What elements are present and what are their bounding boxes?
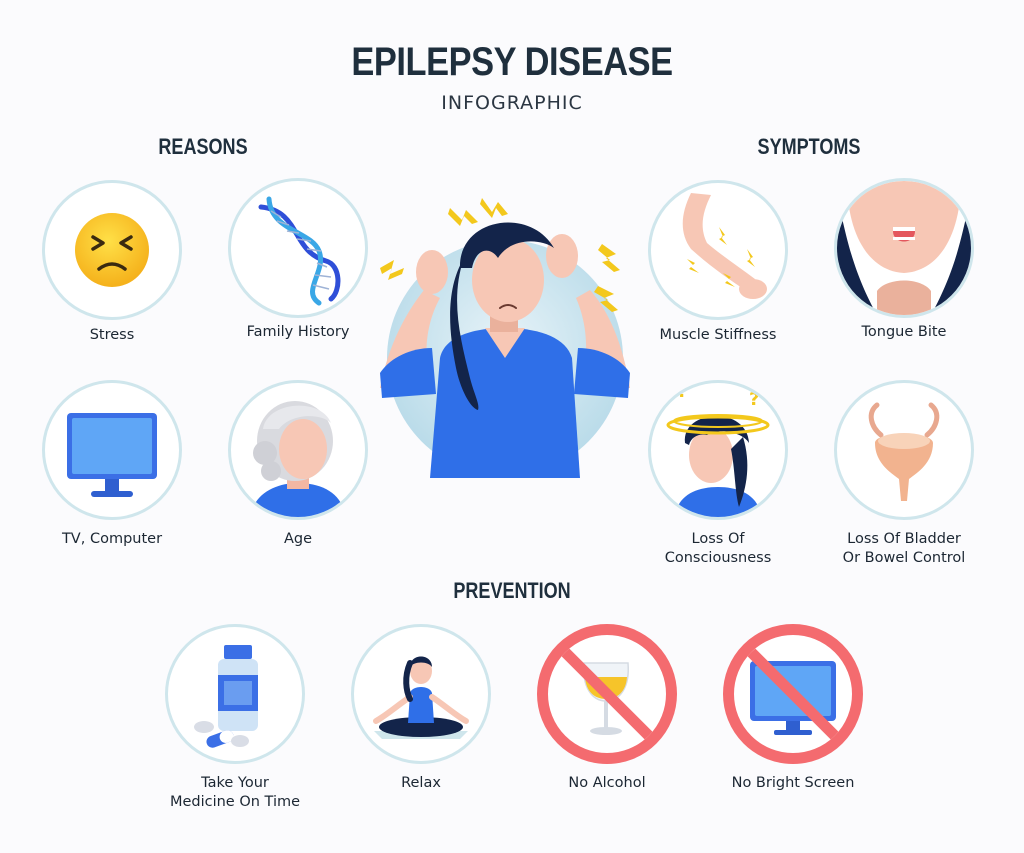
prevention-no-alcohol-tile [537,624,677,764]
page-title: EPILEPSY DISEASE [351,40,673,84]
seizure-woman-illustration [380,198,630,478]
no-screen-icon [738,639,848,749]
reason-stress-label: Stress [89,327,135,343]
svg-text:?: ? [677,383,687,402]
reason-family-history-tile [228,178,368,318]
lightning-bolts [380,198,620,312]
reason-age-label: Age [283,531,313,547]
prevention-medicine-line2: Medicine On Time [169,794,301,810]
stressed-face-icon [75,213,149,287]
prevention-relax-label: Relax [401,775,441,791]
symptom-bladder-line1: Loss Of Bladder [847,531,961,547]
symptom-muscle-stiffness-label: Muscle Stiffness [659,327,777,343]
reason-screen-tile [42,380,182,520]
reason-family-history-label: Family History [246,324,350,340]
meditation-icon [373,656,469,739]
elderly-person-icon [251,401,345,517]
symptoms-heading: SYMPTOMS [757,134,861,159]
prevention-relax-tile [351,624,491,764]
prevention-medicine-label: Take Your Medicine On Time [145,774,325,812]
symptom-bladder-tile [834,380,974,520]
prevention-medicine-tile [165,624,305,764]
prevention-no-alcohol-label: No Alcohol [568,775,646,791]
svg-text:?: ? [749,389,759,410]
symptom-muscle-stiffness-tile [648,180,788,320]
page-subtitle: INFOGRAPHIC [441,92,583,114]
symptom-consciousness-label: Loss Of Consciousness [628,530,808,568]
prevention-heading: PREVENTION [453,578,571,603]
monitor-icon [67,413,157,497]
bladder-icon [868,402,940,501]
symptom-bladder-line2: Or Bowel Control [842,550,966,566]
prevention-medicine-line1: Take Your [201,775,269,791]
reason-screen-label: TV, Computer [61,531,163,547]
tongue-bite-icon [837,181,971,315]
symptom-consciousness-line1: Loss Of [691,531,745,547]
symptom-tongue-bite-tile [834,178,974,318]
reasons-heading: REASONS [158,134,248,159]
stiff-arm-icon [682,193,767,299]
no-wine-icon [552,639,662,749]
symptom-consciousness-tile: ? ? [648,380,788,520]
dna-icon [258,196,341,306]
medicine-bottle-icon [194,645,258,748]
symptom-bladder-label: Loss Of Bladder Or Bowel Control [814,530,994,568]
prevention-no-screen-label: No Bright Screen [731,775,855,791]
symptom-consciousness-line2: Consciousness [664,550,772,566]
prevention-no-screen-tile [723,624,863,764]
dizzy-person-icon: ? ? [666,383,770,517]
reason-age-tile [228,380,368,520]
reason-stress-tile [42,180,182,320]
symptom-tongue-bite-label: Tongue Bite [861,324,947,340]
